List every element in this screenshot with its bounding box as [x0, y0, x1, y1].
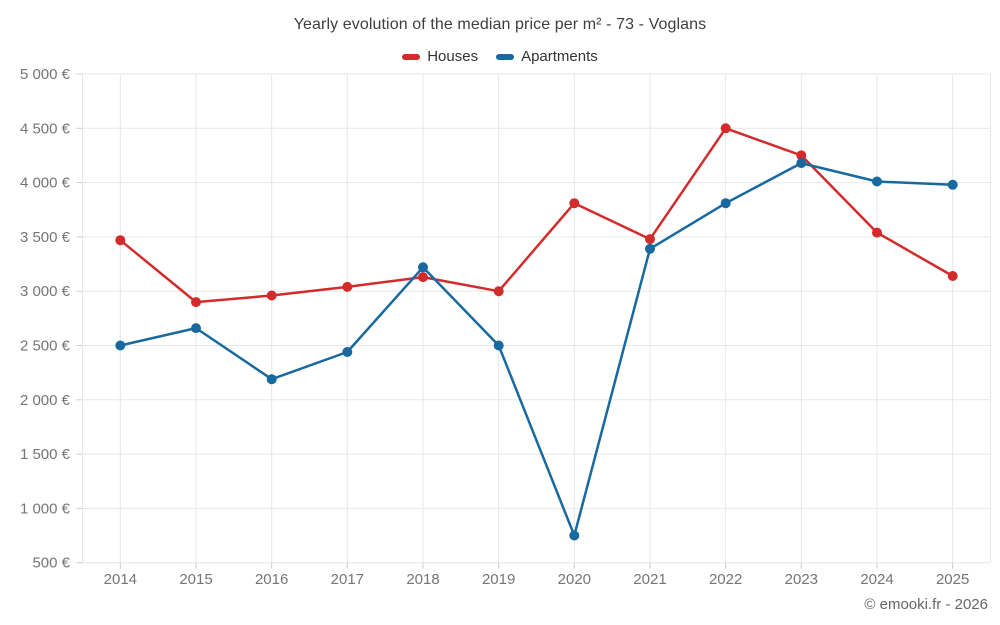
legend-item-apartments[interactable]: Apartments	[496, 48, 598, 65]
x-axis-label: 2021	[633, 571, 666, 588]
legend-item-houses[interactable]: Houses	[402, 48, 478, 65]
x-axis-label: 2025	[936, 571, 969, 588]
data-point-houses-2025[interactable]	[947, 271, 958, 281]
y-axis-label: 5 000 €	[20, 66, 71, 83]
y-axis-label: 1 000 €	[20, 500, 71, 517]
data-point-houses-2021[interactable]	[645, 234, 655, 245]
data-point-apartments-2014[interactable]	[115, 340, 126, 351]
data-point-apartments-2021[interactable]	[645, 243, 655, 254]
data-point-apartments-2019[interactable]	[493, 340, 504, 351]
data-point-apartments-2022[interactable]	[720, 198, 731, 209]
y-axis-label: 3 500 €	[20, 229, 71, 246]
copyright-footer: © emooki.fr - 2026	[864, 596, 988, 613]
legend-label: Apartments	[521, 48, 598, 65]
data-point-houses-2024[interactable]	[872, 227, 882, 238]
data-point-houses-2022[interactable]	[720, 123, 731, 134]
x-axis-label: 2023	[785, 571, 818, 588]
y-axis-label: 2 000 €	[20, 392, 71, 409]
data-point-apartments-2025[interactable]	[947, 179, 958, 190]
chart-legend: Houses Apartments	[0, 48, 1000, 65]
series-line-apartments	[119, 161, 954, 537]
y-axis-label: 4 500 €	[20, 120, 71, 137]
y-axis-label: 3 000 €	[20, 283, 71, 300]
data-point-apartments-2015[interactable]	[191, 323, 201, 334]
x-axis-label: 2020	[558, 571, 591, 588]
data-point-apartments-2020[interactable]	[569, 530, 580, 541]
data-point-houses-2018[interactable]	[418, 272, 428, 283]
x-axis-label: 2024	[860, 571, 893, 588]
series-line-houses	[119, 127, 954, 304]
data-point-houses-2016[interactable]	[266, 290, 277, 301]
data-point-houses-2017[interactable]	[342, 281, 353, 292]
x-axis-label: 2022	[709, 571, 742, 588]
x-axis-label: 2018	[406, 571, 439, 588]
y-axis-label: 2 500 €	[20, 338, 71, 355]
data-point-houses-2019[interactable]	[493, 286, 504, 297]
x-axis-label: 2014	[104, 571, 137, 588]
data-point-apartments-2016[interactable]	[266, 374, 277, 385]
data-point-houses-2020[interactable]	[569, 198, 580, 209]
y-axis-label: 4 000 €	[20, 175, 71, 192]
data-point-houses-2014[interactable]	[115, 235, 126, 246]
data-point-apartments-2023[interactable]	[796, 158, 807, 169]
x-axis-label: 2019	[482, 571, 515, 588]
chart-title: Yearly evolution of the median price per…	[293, 16, 707, 33]
x-axis-label: 2017	[331, 571, 364, 588]
data-point-houses-2023[interactable]	[796, 150, 807, 161]
data-point-apartments-2017[interactable]	[342, 347, 353, 357]
x-axis-label: 2016	[255, 571, 288, 588]
data-point-houses-2015[interactable]	[191, 297, 201, 308]
y-axis-label: 1 500 €	[20, 446, 71, 463]
legend-label: Houses	[427, 48, 479, 65]
data-point-apartments-2018[interactable]	[418, 262, 428, 273]
data-point-apartments-2024[interactable]	[872, 176, 882, 187]
y-axis-label: 500 €	[32, 555, 70, 572]
legend-swatch-houses	[402, 53, 421, 60]
x-axis-label: 2015	[179, 571, 212, 588]
legend-swatch-apartments	[496, 53, 515, 60]
